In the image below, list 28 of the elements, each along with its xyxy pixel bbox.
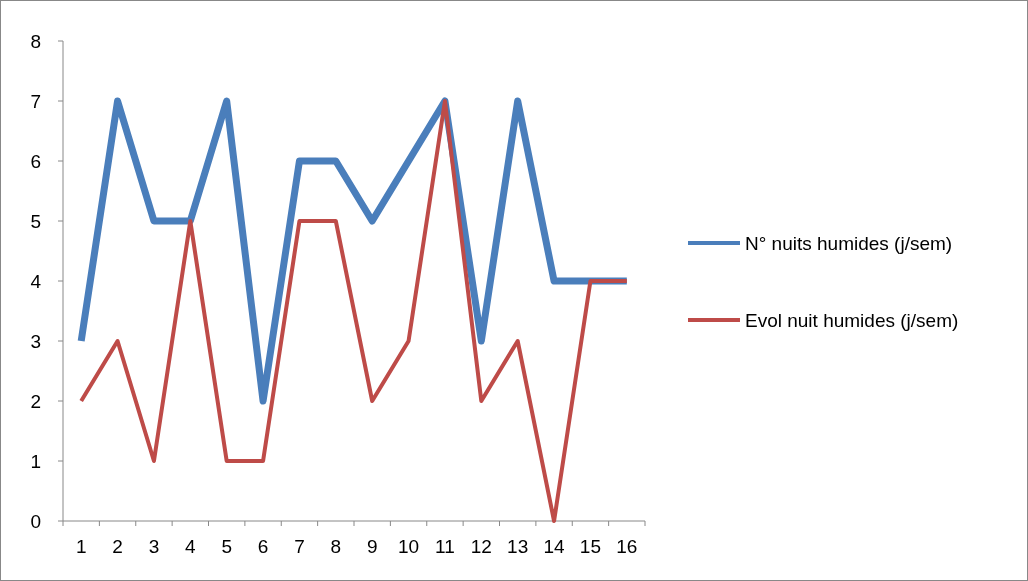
- x-tick-label: 3: [148, 536, 160, 557]
- x-tick-label: 11: [435, 536, 455, 557]
- x-tick-label: 15: [579, 536, 602, 557]
- y-tick-label: 2: [30, 390, 41, 412]
- y-tick-label: 5: [30, 210, 41, 232]
- x-tick-label: 14: [543, 536, 566, 557]
- y-tick-label: 4: [30, 270, 42, 292]
- x-tick-label: 1: [75, 536, 87, 557]
- x-tick-label: 4: [185, 536, 197, 557]
- line-series: [79, 99, 629, 523]
- y-tick-label: 3: [30, 330, 41, 352]
- x-tick-label: 10: [397, 536, 420, 557]
- y-tick-label: 0: [30, 510, 41, 532]
- x-tick-label: 13: [507, 536, 529, 557]
- y-tick-label: 7: [30, 90, 41, 112]
- x-tick-label: 12: [470, 536, 492, 557]
- y-tick-label: 1: [30, 450, 41, 472]
- x-tick-label: 16: [616, 536, 638, 557]
- legend-label: Evol nuit humides (j/sem): [745, 309, 959, 331]
- y-tick-label: 8: [30, 30, 41, 52]
- x-tick-label: 7: [294, 536, 305, 557]
- legend-label: N° nuits humides (j/sem): [745, 232, 953, 254]
- x-tick-label: 5: [221, 536, 232, 557]
- x-tick-label: 2: [112, 536, 123, 557]
- y-tick-label: 6: [30, 150, 41, 172]
- x-tick-label: 9: [366, 536, 378, 557]
- x-tick-label: 6: [257, 536, 269, 557]
- x-tick-label: 8: [330, 536, 342, 557]
